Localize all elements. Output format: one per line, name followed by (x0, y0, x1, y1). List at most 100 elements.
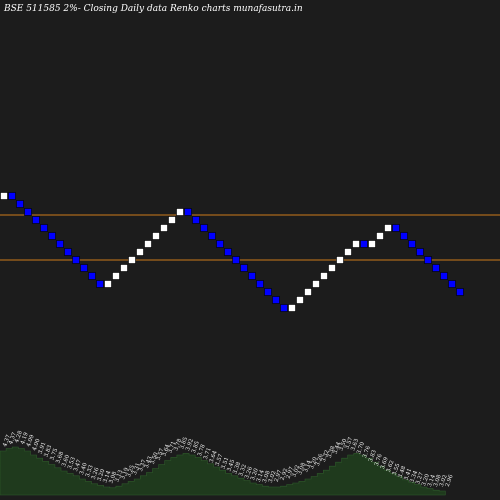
up-brick (344, 248, 352, 256)
volume-label: 3.40 (79, 462, 89, 476)
volume-label: 4.37 (8, 431, 18, 445)
up-brick (336, 256, 344, 264)
volume-label: 3.48 (398, 465, 408, 479)
down-brick (72, 256, 80, 264)
volume-label: 3.85 (179, 436, 189, 450)
down-brick (392, 224, 400, 232)
up-brick (376, 232, 384, 240)
up-brick (152, 232, 160, 240)
volume-label: 3.38 (232, 461, 242, 475)
volume-label: 3.08 (262, 470, 272, 484)
up-brick (368, 240, 376, 248)
down-brick (216, 240, 224, 248)
volume-label: 3.14 (303, 459, 313, 473)
up-brick (120, 264, 128, 272)
down-brick (208, 232, 216, 240)
down-brick (80, 264, 88, 272)
up-brick (112, 272, 120, 280)
volume-label: 3.92 (185, 438, 195, 452)
down-brick (256, 280, 264, 288)
volume-label: 3.71 (203, 447, 213, 461)
up-brick (0, 192, 8, 200)
volume-label: 3.34 (409, 470, 419, 484)
volume-label: 3.70 (356, 441, 366, 455)
down-brick (408, 240, 416, 248)
down-brick (8, 192, 16, 200)
up-brick (160, 224, 168, 232)
volume-label: 3.76 (362, 445, 372, 459)
volume-label: 3.75 (49, 447, 59, 461)
volume-label: 3.63 (350, 438, 360, 452)
volume-label: 3.37 (138, 458, 148, 472)
down-brick (240, 264, 248, 272)
up-brick (168, 216, 176, 224)
up-brick (288, 304, 296, 312)
down-brick (224, 248, 232, 256)
volume-label: 3.71 (167, 441, 177, 455)
volume-label: 3.08 (297, 462, 307, 476)
volume-label: 3.53 (67, 456, 77, 470)
volume-label: 3.47 (73, 458, 83, 472)
up-brick (384, 224, 392, 232)
volume-label: 3.32 (238, 464, 248, 478)
volume-label: 3.91 (38, 441, 48, 455)
down-brick (360, 240, 368, 248)
volume-label: 3.64 (162, 443, 172, 457)
volume-label: 3.83 (44, 444, 54, 458)
up-brick (144, 240, 152, 248)
volume-label: 3.69 (380, 456, 390, 470)
up-brick (304, 288, 312, 296)
down-brick (88, 272, 96, 280)
up-brick (104, 280, 112, 288)
volume-label: 3.57 (156, 447, 166, 461)
up-brick (128, 256, 136, 264)
down-brick (232, 256, 240, 264)
down-brick (448, 280, 456, 288)
volume-label: 3.60 (61, 454, 71, 468)
volume-label: 3.02 (291, 465, 301, 479)
volume-label: 4.37 (2, 434, 12, 448)
up-brick (296, 296, 304, 304)
down-brick (272, 296, 280, 304)
volume-label: 3.44 (333, 441, 343, 455)
volume-bars (0, 446, 446, 496)
volume-label: 3.43 (144, 455, 154, 469)
volume-label: 4.00 (32, 438, 42, 452)
volume-label: 4.28 (14, 430, 24, 444)
volume-label: 3.02 (439, 474, 449, 488)
up-brick (312, 280, 320, 288)
down-brick (56, 240, 64, 248)
down-brick (192, 216, 200, 224)
volume-label: 2.96 (445, 474, 455, 488)
volume-label: 3.64 (209, 450, 219, 464)
down-brick (96, 280, 104, 288)
volume-label: 3.14 (427, 474, 437, 488)
volume-label: 3.14 (103, 470, 113, 484)
down-brick (64, 248, 72, 256)
up-brick (136, 248, 144, 256)
volume-label: 3.62 (386, 460, 396, 474)
volume-label: 4.19 (20, 431, 30, 445)
down-brick (40, 224, 48, 232)
volume-label: 4.09 (26, 434, 36, 448)
volume-label: 3.20 (421, 473, 431, 487)
volume-label: 3.85 (191, 440, 201, 454)
volume-label: 3.33 (85, 464, 95, 478)
volume-label: 3.20 (250, 467, 260, 481)
down-brick (48, 232, 56, 240)
volume-label: 2.92 (280, 468, 290, 482)
volume-label: 3.08 (433, 474, 443, 488)
volume-label: 3.51 (221, 457, 231, 471)
volume-label: 3.13 (114, 469, 124, 483)
volume-label: 3.20 (97, 468, 107, 482)
volume-label: 3.02 (268, 470, 278, 484)
up-brick (320, 272, 328, 280)
volume-label: 3.57 (215, 453, 225, 467)
down-brick (424, 256, 432, 264)
volume-label: 2.97 (274, 469, 284, 483)
down-brick (400, 232, 408, 240)
volume-label: 3.08 (108, 470, 118, 484)
down-brick (264, 288, 272, 296)
